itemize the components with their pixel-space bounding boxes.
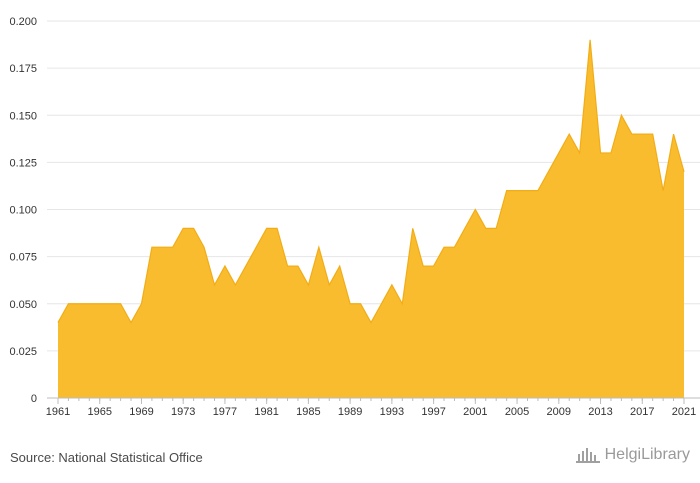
x-tick-label: 1989 [338,406,362,418]
y-tick-label: 0.025 [9,346,37,358]
x-tick-label: 1985 [296,406,320,418]
series-area-fill [58,39,684,398]
x-tick-label: 2017 [630,406,654,418]
x-tick-label: 2009 [547,406,571,418]
library-icon [575,448,600,463]
x-axis: 1961 1965 1969 1973 1977 1981 1985 1989 1993 1997… [46,397,700,418]
y-tick-label: 0.150 [9,110,37,122]
y-tick-label: 0 [31,393,37,405]
x-tick-label: 2013 [588,406,612,418]
y-axis: 0 0.025 0.050 0.075 0.100 0.125 0.150 0.175 0.20… [9,16,37,405]
x-tick-label: 1993 [380,406,404,418]
y-tick-label: 0.100 [9,205,37,217]
brand-logo[interactable]: HelgiLibrary [575,446,690,464]
x-tick-label: 1969 [129,406,153,418]
chart-area: 1961 1965 1969 1973 1977 1981 1985 1989 1993 1997… [9,16,700,418]
x-tick-label: 1977 [213,406,237,418]
series-area [57,39,685,398]
chart-footer: Source: National Statistical Office Helg… [0,430,700,483]
x-tick-label: 2001 [463,406,487,418]
x-tick-label: 2005 [505,406,529,418]
y-tick-label: 0.175 [9,63,37,75]
x-tick-label: 1965 [87,406,111,418]
y-tick-label: 0.200 [9,16,37,28]
x-tick-label: 1973 [171,406,195,418]
x-tick-label: 1961 [46,406,70,418]
y-tick-label: 0.050 [9,299,37,311]
x-tick-label: 2021 [672,406,696,418]
y-tick-label: 0.125 [9,157,37,169]
source-label: Source: National Statistical Office [10,450,203,465]
x-tick-label: 1997 [421,406,445,418]
brand-name: HelgiLibrary [604,446,690,463]
x-tick-label: 1981 [254,406,278,418]
y-tick-label: 0.075 [9,252,37,264]
area-chart: 1961 1965 1969 1973 1977 1981 1985 1989 1993 1997… [9,16,700,418]
